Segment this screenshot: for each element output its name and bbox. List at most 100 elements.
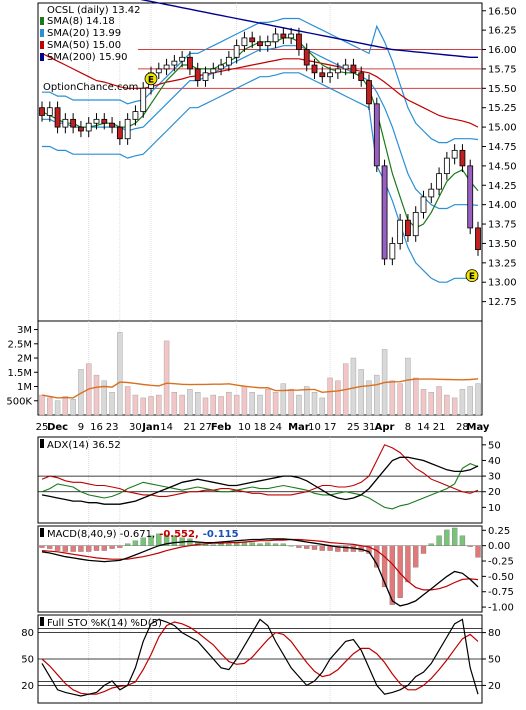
volume-bar (148, 396, 154, 416)
candle-body (405, 219, 411, 237)
candle-body (420, 196, 427, 213)
macd-histogram-bar (366, 545, 372, 554)
candle-body (225, 56, 232, 66)
volume-bar (156, 394, 162, 416)
macd-histogram-bar (311, 545, 318, 550)
macd-histogram-bar (241, 542, 248, 546)
macd-histogram-bar (420, 545, 427, 554)
macd-histogram-bar (405, 545, 411, 583)
candle-body (85, 122, 92, 132)
macd-histogram-bar (444, 529, 450, 546)
y-tick-label: -0.25 (488, 557, 514, 568)
candle-body (218, 64, 224, 70)
macd-line (41, 538, 479, 607)
candle-body (101, 118, 108, 124)
macd-histogram-bar (428, 543, 434, 546)
candle-body (397, 219, 404, 244)
legend-swatch (40, 17, 44, 25)
x-tick-label: Jan (141, 422, 160, 433)
y-tick-label: 30 (488, 472, 501, 483)
macd-histogram-bar (171, 535, 178, 546)
macd-histogram-bar (257, 543, 263, 546)
y-tick-label: -0.75 (488, 587, 514, 598)
candle-body (303, 49, 310, 66)
sto-left-label: 20 (21, 681, 34, 692)
candle-body (140, 87, 147, 112)
candle-body (210, 68, 217, 74)
macd-histogram-bar (78, 545, 84, 552)
price-title: OCSL (daily) 13.42 (47, 5, 141, 16)
sto-k-line (41, 618, 479, 697)
x-tick-label: Apr (375, 422, 395, 433)
macd-histogram-bar (436, 535, 442, 546)
candle-body (412, 212, 419, 237)
y-tick-label: 3M (17, 325, 32, 336)
candle-body (319, 72, 326, 78)
x-tick-label: 8 (405, 422, 411, 433)
volume-bar (413, 377, 419, 416)
candle-body (70, 118, 77, 128)
macd-histogram-bar (86, 545, 92, 552)
volume-bar (288, 389, 294, 416)
y-tick-label: 15.50 (488, 84, 517, 95)
macd-histogram-bar (109, 545, 115, 549)
x-tick-label: May (467, 422, 490, 433)
candle-body (428, 188, 435, 198)
x-tick-label: 18 (254, 422, 267, 433)
candle-body (124, 118, 131, 140)
volume-bar (327, 377, 333, 416)
macd-histogram-bar (413, 545, 419, 568)
di-plus-line (41, 462, 479, 510)
y-tick-label: 20 (488, 487, 501, 498)
macd-histogram-bar (288, 545, 294, 547)
macd-signal-line (41, 538, 479, 591)
earnings-marker-label: E (148, 75, 154, 85)
x-tick-label: 25 (347, 422, 360, 433)
volume-bar (241, 386, 248, 416)
sma50-line (41, 52, 479, 128)
volume-bar (397, 383, 403, 416)
volume-bar (444, 394, 450, 416)
volume-bar (187, 389, 193, 416)
y-tick-label: 10 (488, 503, 501, 514)
legend-label: SMA(50) 15.00 (47, 40, 121, 51)
sto-legend-swatch (40, 617, 44, 626)
sto-d-line (41, 621, 479, 695)
adx-title: ADX(14) 36.52 (47, 440, 121, 451)
volume-bar (117, 332, 123, 416)
candle-body (257, 41, 263, 47)
candle-body (109, 122, 115, 128)
macd-histogram-bar (342, 545, 349, 552)
candle-body (241, 37, 248, 47)
candle-body (194, 68, 201, 81)
x-tick-label: 27 (199, 422, 212, 433)
y-tick-label: 13.00 (488, 278, 517, 289)
x-tick-label: 21 (184, 422, 197, 433)
y-tick-label: 50 (488, 440, 501, 451)
legend-swatch (40, 53, 44, 61)
candle-body (132, 111, 139, 120)
macd-histogram-bar (148, 535, 154, 546)
candle-body (467, 165, 474, 229)
volume-bar (39, 394, 45, 416)
volume-bar (451, 397, 458, 416)
volume-bar (304, 386, 310, 416)
volume-bar (265, 389, 271, 416)
x-tick-label: Mar (288, 422, 310, 433)
candle-body (78, 126, 84, 132)
volume-bar (140, 397, 146, 416)
candle-body (373, 103, 380, 167)
macd-title-part: -0.115 (203, 529, 239, 540)
macd-histogram-bar (93, 545, 100, 551)
volume-bar (101, 380, 107, 416)
y-tick-label: 14.25 (488, 181, 517, 192)
macd-title: MACD(8,40,9) -0.671, -0.552, -0.115 (47, 529, 239, 540)
x-tick-label: 10 (308, 422, 321, 433)
volume-bar (350, 357, 357, 416)
adx-legend-swatch (40, 439, 44, 448)
adx-line (41, 456, 479, 505)
macd-histogram-bar (54, 545, 61, 551)
macd-histogram-bar (467, 545, 473, 547)
volume-bar (226, 392, 232, 416)
x-tick-label: Feb (211, 422, 231, 433)
